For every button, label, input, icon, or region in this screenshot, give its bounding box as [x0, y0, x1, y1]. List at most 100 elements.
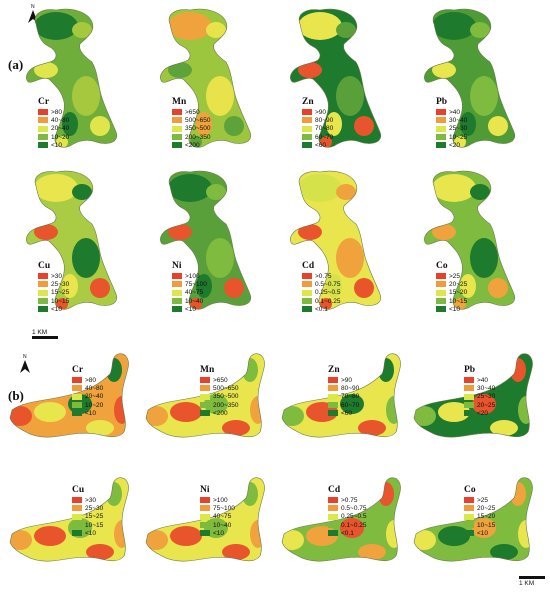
- legend-label: 25~30: [477, 393, 496, 401]
- legend-label: 20~25: [449, 280, 468, 288]
- map-outline: [281, 353, 401, 438]
- map-shape: [281, 477, 401, 562]
- map-zone: [328, 546, 348, 558]
- legend-b-cr: Cr >80 40~80 20~40 10~20 <10: [72, 365, 104, 417]
- legend-label: 10~40: [213, 521, 232, 529]
- map-zone: [510, 358, 526, 382]
- legend-label: 20~40: [85, 393, 104, 401]
- map-base-fill: [290, 9, 381, 148]
- legend-label: <20: [477, 409, 489, 417]
- map-zone: [86, 420, 114, 436]
- legend-b-pb: Pb >40 30~40 25~30 20~25 <20: [464, 365, 496, 417]
- legend-label: 10~40: [185, 297, 204, 305]
- legend-label: 0.1~0.25: [341, 521, 367, 529]
- map-base-fill: [160, 171, 251, 310]
- map-zone: [192, 422, 212, 434]
- map-base-fill: [424, 9, 515, 148]
- map-base-fill: [290, 171, 381, 310]
- map-zone: [460, 422, 480, 434]
- map-zone: [460, 274, 476, 298]
- map-zone: [34, 526, 66, 546]
- legend-a-mn: Mn >650 500~650 350~500 200~350 <200: [172, 97, 211, 149]
- map-zone: [490, 420, 518, 436]
- legend-b-mn: Mn >650 500~650 350~500 200~350 <200: [200, 365, 239, 417]
- map-shape: [160, 170, 252, 310]
- map-zone: [340, 394, 364, 414]
- legend-label: >30: [51, 272, 63, 280]
- legend-title: Mn: [200, 365, 215, 375]
- map-zone: [470, 76, 498, 116]
- legend-label: 60~70: [315, 133, 334, 141]
- map-zone: [432, 174, 476, 202]
- legend-label: <200: [213, 409, 228, 417]
- map-zone: [438, 526, 470, 546]
- map-zone: [224, 278, 244, 298]
- map-zone: [146, 530, 168, 550]
- legend-label: 30~40: [477, 384, 496, 392]
- legend-a-pb: Pb >40 30~40 25~30 10~25 <20: [436, 97, 468, 149]
- map-zone: [90, 116, 110, 136]
- map-zone: [470, 22, 490, 38]
- panel-a-label: (a): [8, 57, 24, 72]
- legend-label: 200~350: [213, 401, 239, 409]
- legend-label: <10: [449, 305, 461, 313]
- map-outline: [424, 170, 516, 310]
- map-zone: [358, 420, 386, 436]
- map-zone: [414, 530, 436, 550]
- map-zone: [56, 422, 76, 434]
- map-zone: [34, 62, 58, 78]
- map-zone: [298, 12, 342, 40]
- map-shape: [26, 170, 118, 310]
- map-zone: [222, 544, 250, 560]
- legend-label: 500~650: [213, 384, 239, 392]
- legend-b-co: Co >25 20~25 15~20 10~15 <10: [464, 485, 495, 537]
- map-zone: [378, 358, 394, 382]
- map-zone: [34, 224, 58, 240]
- map-zone: [170, 402, 202, 422]
- legend-label: 350~500: [185, 125, 211, 133]
- map-outline: [160, 170, 252, 310]
- map-zone: [196, 274, 212, 298]
- legend-label: 0.5~0.75: [341, 504, 367, 512]
- map-zone: [56, 136, 68, 148]
- map-zone: [10, 406, 32, 426]
- map-outline: [413, 477, 533, 562]
- legend-label: >80: [51, 108, 63, 116]
- scale-bar-b: 1 KM: [519, 576, 545, 587]
- legend-label: <10: [85, 529, 97, 537]
- legend-label: 70~80: [315, 125, 334, 133]
- map-zone: [336, 238, 364, 278]
- legend-label: <0.1: [315, 305, 328, 313]
- map-zone: [72, 76, 100, 116]
- legend-title: Zn: [328, 365, 340, 375]
- legend-label: 10~15: [449, 297, 468, 305]
- legend-label: >30: [85, 496, 97, 504]
- map-zone: [224, 116, 244, 136]
- map-zone: [454, 136, 466, 148]
- legend-label: <10: [213, 529, 225, 537]
- legend-label: 25~30: [51, 280, 70, 288]
- map-zone: [298, 174, 342, 202]
- map-zone: [320, 136, 332, 148]
- map-zone: [190, 298, 202, 310]
- legend-label: 350~500: [213, 393, 239, 401]
- map-zone: [488, 278, 508, 298]
- map-zone: [56, 546, 76, 558]
- map-zone: [34, 12, 78, 40]
- map-zone: [336, 22, 356, 38]
- scale-bar-line: [32, 336, 58, 339]
- legend-a-cr: Cr >80 40~80 20~40 10~20 <10: [38, 97, 69, 149]
- map-base-fill: [424, 171, 515, 310]
- legend-label: 200~350: [185, 133, 211, 141]
- map-zone: [146, 406, 168, 426]
- map-zone: [378, 482, 394, 506]
- map-zone: [86, 544, 114, 560]
- map-zone: [414, 406, 436, 426]
- map-zone: [90, 278, 110, 298]
- map-zone: [10, 530, 32, 550]
- legend-label: >0.75: [315, 272, 332, 280]
- legend-label: <10: [185, 305, 197, 313]
- map-zone: [106, 482, 122, 506]
- legend-label: 0.5~0.75: [315, 280, 341, 288]
- legend-label: 10~25: [449, 133, 468, 141]
